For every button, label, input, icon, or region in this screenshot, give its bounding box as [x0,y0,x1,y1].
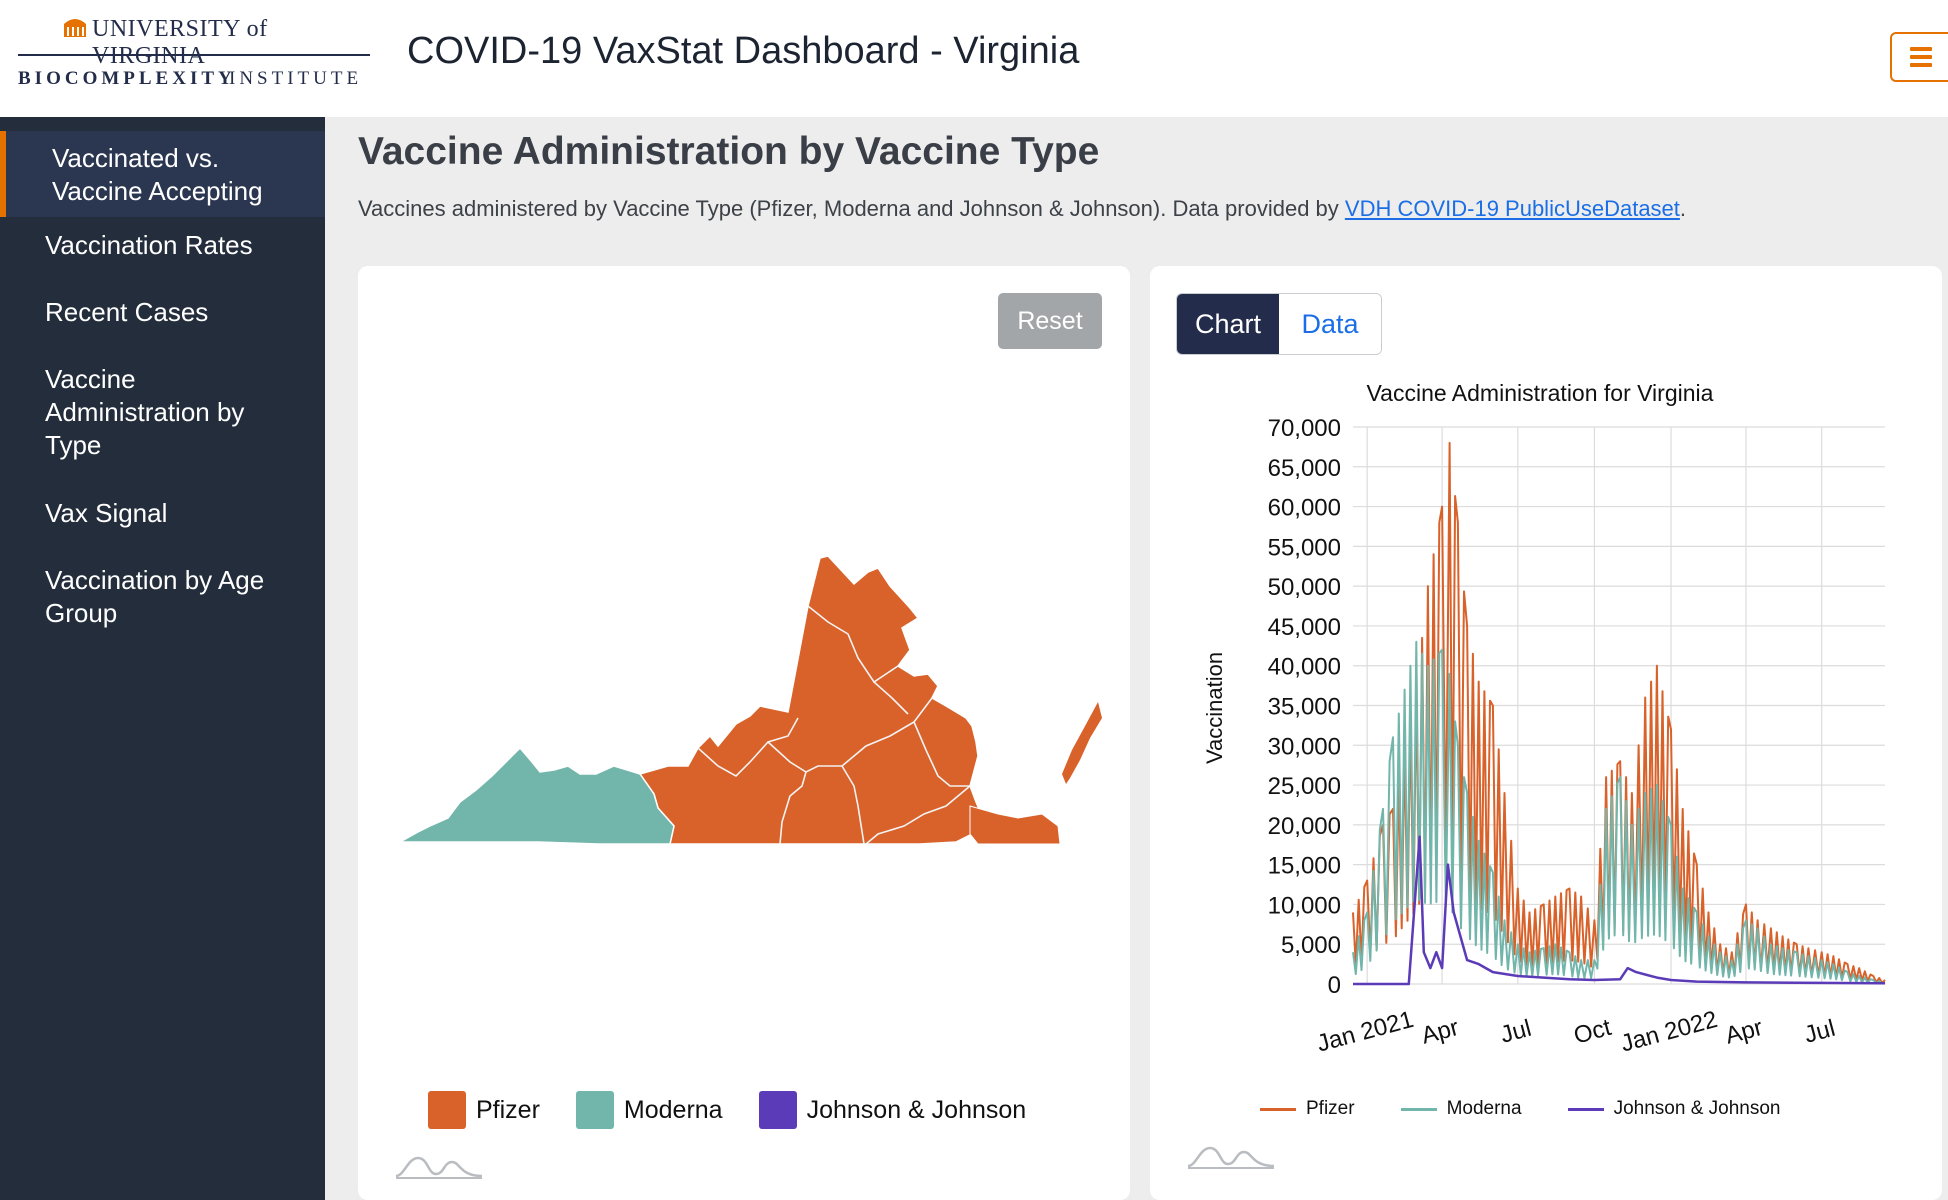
chart-library-watermark-icon [395,1156,483,1179]
description-text: Vaccines administered by Vaccine Type (P… [358,196,1345,221]
y-tick-label: 5,000 [1281,932,1341,959]
hamburger-menu-icon [1910,47,1932,67]
sidebar-nav: Vaccinated vs. Vaccine Accepting Vaccina… [0,117,325,1200]
chart-title: Vaccine Administration for Virginia [1367,380,1714,406]
y-tick-label: 50,000 [1268,574,1341,601]
chart-series [1352,441,1886,986]
legend-swatch-jnj [758,1091,797,1129]
y-tick-label: 0 [1328,972,1341,999]
chart-legend: Pfizer Moderna Johnson & Johnson [1260,1098,1780,1120]
map-district-boundaries [697,605,971,845]
sidebar-item-vaccine-administration-by-type[interactable]: Vaccine Administration by Type [45,364,245,460]
sidebar-item-recent-cases[interactable]: Recent Cases [45,297,209,327]
legend-label-jnj: Johnson & Johnson [806,1095,1027,1124]
x-tick-label: Oct [1571,1014,1614,1050]
chart-watermark-icon [1187,1146,1275,1169]
y-tick-label: 40,000 [1268,654,1341,681]
y-tick-label: 70,000 [1268,415,1341,442]
x-tick-label: Jul [1498,1015,1535,1049]
legend-item-jnj[interactable]: Johnson & Johnson [758,1091,1027,1129]
rotunda-icon [64,19,86,37]
top-header: UNIVERSITY of VIRGINIA BIOCOMPLEXITY INS… [0,0,1948,117]
y-tick-label: 60,000 [1268,495,1341,522]
tab-chart[interactable]: Chart [1177,294,1279,354]
uva-biocomplexity-logo[interactable]: UNIVERSITY of VIRGINIA BIOCOMPLEXITY INS… [18,12,370,92]
sidebar-item-vaccinated-vs-accepting[interactable]: Vaccinated vs. Vaccine Accepting [0,131,325,217]
map-region-pfizer[interactable] [638,555,983,845]
chart-legend-line-moderna [1400,1107,1437,1111]
sidebar-item-vax-signal[interactable]: Vax Signal [45,498,168,528]
y-tick-label: 15,000 [1268,853,1341,880]
y-tick-label: 30,000 [1268,733,1341,760]
map-legend: Pfizer Moderna Johnson & Johnson [428,1090,1026,1130]
sidebar-item-vaccination-rates[interactable]: Vaccination Rates [45,230,253,260]
series-line-pfizer [1352,441,1886,984]
chart-card: Chart Data Vaccine Administration for Vi… [1150,266,1942,1200]
map-region-tidewater[interactable] [969,805,1061,845]
logo-biocomplexity-text: BIOCOMPLEXITY [18,68,236,89]
chart-grid [1353,426,1885,985]
series-line-johnson-johnson [1353,835,1886,986]
virginia-map [397,555,1102,845]
app-title: COVID-19 VaxStat Dashboard - Virginia [407,30,1080,72]
x-tick-label: Apr [1419,1014,1462,1050]
legend-label-pfizer: Pfizer [476,1095,540,1124]
chart-data-tabs: Chart Data [1176,293,1382,355]
x-tick-label: Jan 2022 [1618,1006,1720,1058]
y-tick-label: 10,000 [1268,892,1341,919]
chart-legend-line-pfizer [1260,1107,1296,1111]
description-suffix: . [1679,196,1687,221]
chart-legend-label-jnj: Johnson & Johnson [1613,1098,1781,1119]
chart-legend-item-moderna[interactable]: Moderna [1400,1098,1522,1120]
reset-button[interactable]: Reset [998,293,1102,349]
map-card: Reset Pfizer Moderna Johnson & Johnson [358,266,1130,1200]
map-region-eastern-shore[interactable] [1062,702,1102,784]
y-tick-label: 45,000 [1268,614,1341,641]
vdh-dataset-link[interactable]: VDH COVID-19 PublicUseDataset [1344,196,1680,221]
x-tick-label: Jul [1801,1015,1838,1049]
logo-institute-text: INSTITUTE [229,68,363,89]
chart-legend-line-jnj [1567,1107,1604,1111]
page-description: Vaccines administered by Vaccine Type (P… [358,196,1686,222]
chart-legend-item-jnj[interactable]: Johnson & Johnson [1567,1098,1781,1120]
logo-divider [18,54,370,56]
chart-y-axis-label: Vaccination [1202,652,1227,764]
chart-legend-label-moderna: Moderna [1446,1098,1522,1119]
chart-y-ticks: 0 5,000 10,000 15,000 20,000 25,000 30,000 35,0… [1268,415,1341,999]
chart-legend-item-pfizer[interactable]: Pfizer [1260,1098,1355,1120]
legend-swatch-moderna [575,1091,614,1129]
y-tick-label: 65,000 [1268,455,1341,482]
logo-university-text: UNIVERSITY of VIRGINIA [92,16,268,69]
y-tick-label: 25,000 [1268,773,1341,800]
x-tick-label: Jan 2021 [1314,1006,1416,1058]
legend-swatch-pfizer [428,1091,466,1129]
menu-toggle-button[interactable] [1890,32,1948,82]
series-line-moderna [1352,640,1886,985]
legend-item-pfizer[interactable]: Pfizer [428,1091,540,1129]
page-title: Vaccine Administration by Vaccine Type [358,130,1100,173]
map-region-moderna[interactable] [397,746,675,845]
x-tick-label: Apr [1722,1014,1765,1050]
tab-data[interactable]: Data [1279,294,1381,354]
chart-legend-label-pfizer: Pfizer [1306,1098,1355,1119]
vaccine-administration-chart: Vaccine Administration for Virginia Vacc… [1202,380,1886,1058]
y-tick-label: 55,000 [1268,534,1341,561]
y-tick-label: 20,000 [1268,813,1341,840]
chart-x-ticks: Jan 2021 Apr Jul Oct Jan 2022 Apr Jul [1314,1006,1838,1058]
legend-item-moderna[interactable]: Moderna [575,1091,723,1129]
y-tick-label: 35,000 [1268,694,1341,721]
sidebar-item-vaccination-by-age-group[interactable]: Vaccination by Age Group [45,565,265,628]
legend-label-moderna: Moderna [623,1095,723,1124]
